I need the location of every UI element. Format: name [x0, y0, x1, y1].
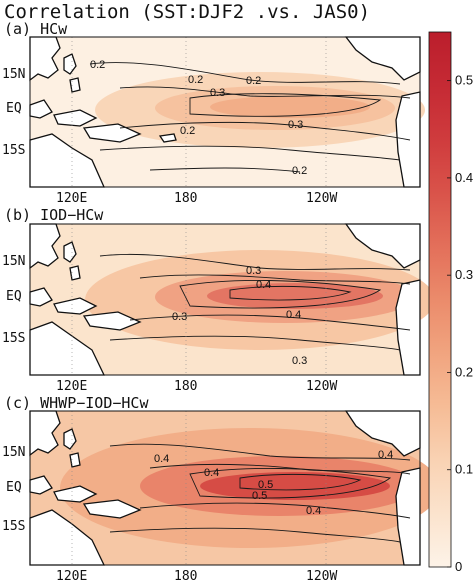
panel-a-gridlines — [71, 37, 327, 187]
colorbar-ticks: 0.5 0.4 0.3 0.2 0.1 0 — [447, 73, 473, 574]
panel-c-lat-15s: 15S — [2, 519, 25, 534]
panel-c: (c) WHWP−IOD−HCw 0.4 0.4 0.4 — [2, 394, 440, 583]
panel-a-lat-eq: EQ — [6, 101, 22, 116]
panel-a-lat-15s: 15S — [2, 143, 25, 158]
panel-a-contour-label: 0.2 — [292, 165, 307, 177]
panel-b-contours — [99, 253, 411, 351]
panel-a-contour-label: 0.3 — [288, 119, 303, 131]
panel-a-frame — [29, 36, 421, 188]
colorbar-tick-label: 0.5 — [455, 73, 473, 88]
colorbar-tick-label: 0.2 — [455, 364, 473, 379]
panel-b-lat-eq: EQ — [6, 289, 22, 304]
panel-c-band-core — [200, 472, 390, 500]
panel-b-lon-120w: 120W — [306, 379, 337, 394]
panel-c-contour-label: 0.4 — [154, 453, 169, 465]
panel-b: (b) IOD−HCw 0.3 0.4 0.3 0. — [2, 206, 435, 394]
panel-b-contour-label: 0.3 — [246, 265, 261, 277]
panel-c-lat-eq: EQ — [6, 480, 22, 495]
panel-b-lat-15s: 15S — [2, 331, 25, 346]
colorbar-gradient — [428, 31, 452, 568]
panel-c-contour-label: 0.4 — [378, 449, 393, 461]
panel-a-contour-label: 0.2 — [246, 75, 261, 87]
panel-b-contour-label: 0.3 — [292, 355, 307, 367]
panel-a-contour-label: 0.2 — [188, 74, 203, 86]
panel-a-contour-label: 0.2 — [180, 125, 195, 137]
panel-c-contour-label: 0.5 — [252, 490, 267, 502]
panel-c-gridlines — [71, 411, 327, 565]
panel-a-contour-label: 0.2 — [90, 59, 105, 71]
panel-b-lon-180: 180 — [174, 379, 197, 394]
panel-b-lon-120e: 120E — [56, 379, 87, 394]
panel-a-lat-15n: 15N — [2, 67, 25, 82]
panel-a-lon-180: 180 — [174, 191, 197, 206]
colorbar-tick-label: 0.1 — [455, 462, 473, 477]
panel-a-contour-label: 0.3 — [210, 87, 225, 99]
panel-b-frame — [29, 223, 421, 376]
panel-c-lon-120e: 120E — [56, 569, 87, 583]
panel-b-contour-label: 0.3 — [172, 311, 187, 323]
colorbar-tick-label: 0.3 — [455, 267, 473, 282]
panel-c-lon-120w: 120W — [306, 569, 337, 583]
panel-b-lat-15n: 15N — [2, 254, 25, 269]
panel-b-contour-label: 0.4 — [256, 279, 271, 291]
panel-a-band-core — [210, 96, 370, 118]
panel-b-land — [29, 223, 421, 376]
colorbar-tick-label: 0.4 — [455, 170, 473, 185]
panel-a-contours — [89, 62, 411, 173]
panel-a-label: (a) HCw — [4, 20, 68, 38]
panel-a-lon-120e: 120E — [56, 191, 87, 206]
panel-b-label: (b) IOD−HCw — [4, 206, 104, 224]
panel-a: (a) HCw 0.2 0.2 — [2, 20, 425, 206]
panel-c-label: (c) WHWP−IOD−HCw — [4, 394, 149, 412]
panel-a-land — [29, 36, 421, 188]
panel-c-contour-label: 0.5 — [258, 479, 273, 491]
figure-title: Correlation (SST:DJF2 .vs. JAS0) — [4, 1, 371, 23]
panel-c-lat-15n: 15N — [2, 445, 25, 460]
colorbar-tick-label: 0 — [455, 559, 462, 574]
panel-c-contours — [109, 443, 411, 543]
colorbar: 0.5 0.4 0.3 0.2 0.1 0 — [428, 31, 473, 574]
panel-a-lon-120w: 120W — [306, 191, 337, 206]
panel-b-contour-label: 0.4 — [286, 309, 301, 321]
panel-c-land — [29, 410, 421, 566]
panel-c-lon-180: 180 — [174, 569, 197, 583]
panel-c-contour-label: 0.4 — [204, 467, 219, 479]
panel-c-frame — [29, 410, 421, 566]
panel-c-contour-label: 0.4 — [306, 505, 321, 517]
